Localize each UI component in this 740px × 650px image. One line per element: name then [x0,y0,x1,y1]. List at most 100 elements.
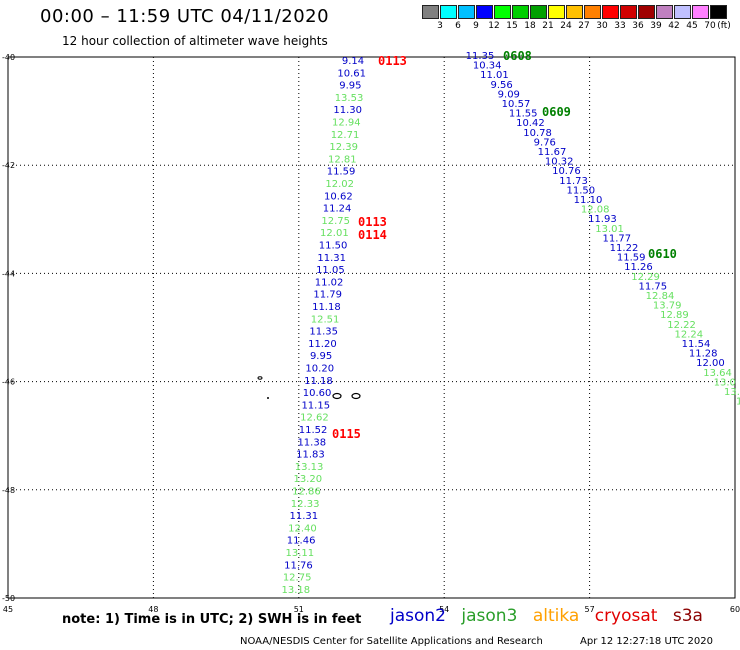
scale-swatch [620,5,637,19]
wave-height-label: 11.73 [559,176,588,187]
wave-height-label: 10.60 [303,388,332,399]
scale-label: 45 [686,21,698,31]
legend-altika: altika [532,606,580,626]
wave-height-label: 12.22 [667,320,696,331]
island-outline [257,376,263,380]
pass-time-label: 0609 [542,105,571,119]
wave-height-label: 12.29 [631,272,660,283]
wave-height-label: 11.50 [319,241,348,252]
scale-label: 12 [488,21,500,31]
island-dot [267,397,269,399]
legend-jason3: jason3 [461,606,518,626]
scale-swatch [548,5,565,19]
scale-unit: (ft) [717,21,731,31]
pass-time-label: 0113 [378,54,407,68]
wave-height-label: 11.35 [466,51,495,62]
wave-height-label: 11.77 [602,233,631,244]
wave-height-label: 12.86 [292,487,321,498]
wave-height-label: 12.24 [674,329,703,340]
legend-s3a: s3a [672,606,703,626]
wave-height-label: 13.13 [295,462,324,473]
wave-height-label: 13. [724,387,740,398]
lon-tick-label: 45 [3,605,13,614]
wave-height-label: 13.20 [293,474,322,485]
island-outline [332,392,342,400]
wave-height-label: 12.84 [646,291,675,302]
scale-label: 27 [578,21,590,31]
wave-height-label: 11.28 [689,349,718,360]
wave-height-label: 11.02 [315,277,344,288]
wave-height-label: 12.62 [300,413,329,424]
wave-height-label: 10.76 [552,166,581,177]
page-title: 00:00 – 11:59 UTC 04/11/2020 [40,6,330,27]
wave-height-label: 12.08 [581,205,610,216]
wave-height-label: 10.32 [545,157,574,168]
wave-height-label: 11.01 [480,70,509,81]
scale-label: 6 [455,21,461,31]
scale-label: 21 [542,21,554,31]
wave-height-label: 11.76 [284,560,313,571]
wave-height-label: 11.54 [682,339,711,350]
wave-height-label: 9.14 [342,56,364,67]
scale-label: 3 [437,21,443,31]
scale-swatch [530,5,547,19]
wave-height-label: 11.18 [312,302,341,313]
wave-height-label: 12.75 [321,216,350,227]
lat-tick-label: -42 [2,161,15,170]
wave-height-label: 10.62 [324,191,353,202]
lon-tick-label: 51 [294,605,304,614]
wave-height-label: 11.59 [617,253,646,264]
wave-height-label: 13.53 [335,93,364,104]
scale-swatch [476,5,493,19]
lon-tick-label: 54 [439,605,449,614]
wave-height-label: 12.75 [283,573,312,584]
wave-height-label: 12.33 [291,499,320,510]
scale-label: 70 [704,21,716,31]
wave-height-label: 13.01 [595,224,624,235]
wave-height-label: 13.79 [653,301,682,312]
scale-swatch [710,5,727,19]
scale-swatch [512,5,529,19]
wave-height-label: 13.64 [703,368,732,379]
lon-tick-label: 48 [148,605,158,614]
scale-swatch [584,5,601,19]
scale-swatch [674,5,691,19]
scale-label: 18 [524,21,536,31]
wave-height-label: 11.35 [309,327,338,338]
wave-height-label: 10.61 [337,68,366,79]
scale-label: 33 [614,21,626,31]
scale-label: 24 [560,21,572,31]
wave-height-label: 10.78 [523,128,552,139]
wave-height-label: 13.11 [285,548,314,559]
legend-cryosat: cryosat [594,606,658,626]
wave-height-label: 12.00 [696,358,725,369]
wave-height-label: 11.31 [317,253,346,264]
wave-height-label: 11.26 [624,262,653,273]
wave-height-label: 11.20 [308,339,337,350]
legend-jason2: jason2 [390,606,446,626]
scale-swatch [440,5,457,19]
scale-swatch [602,5,619,19]
pass-time-label: 0115 [332,427,361,441]
wave-height-label: 9.95 [310,351,332,362]
wave-height-label: 11.75 [638,281,667,292]
wave-height-label: 11.93 [588,214,617,225]
scale-swatch [566,5,583,19]
wave-height-label: 12.51 [311,314,340,325]
wave-height-label: 11.59 [327,167,356,178]
wave-height-label: 13.0 [714,377,736,388]
wave-height-label: 11.31 [289,511,318,522]
lat-tick-label: -44 [2,269,15,278]
wave-height-label: 12.02 [325,179,354,190]
wave-height-label: 12.40 [288,523,317,534]
lat-tick-label: -48 [2,486,15,495]
wave-height-label: 12.81 [328,154,357,165]
wave-height-label: 12.94 [332,118,361,129]
wave-height-label: 11.10 [574,195,603,206]
wave-height-label: 12.01 [320,228,349,239]
wave-height-label: 11.46 [287,536,316,547]
scale-label: 30 [596,21,608,31]
lon-tick-label: 57 [585,605,595,614]
pass-time-label: 0608 [503,49,532,63]
